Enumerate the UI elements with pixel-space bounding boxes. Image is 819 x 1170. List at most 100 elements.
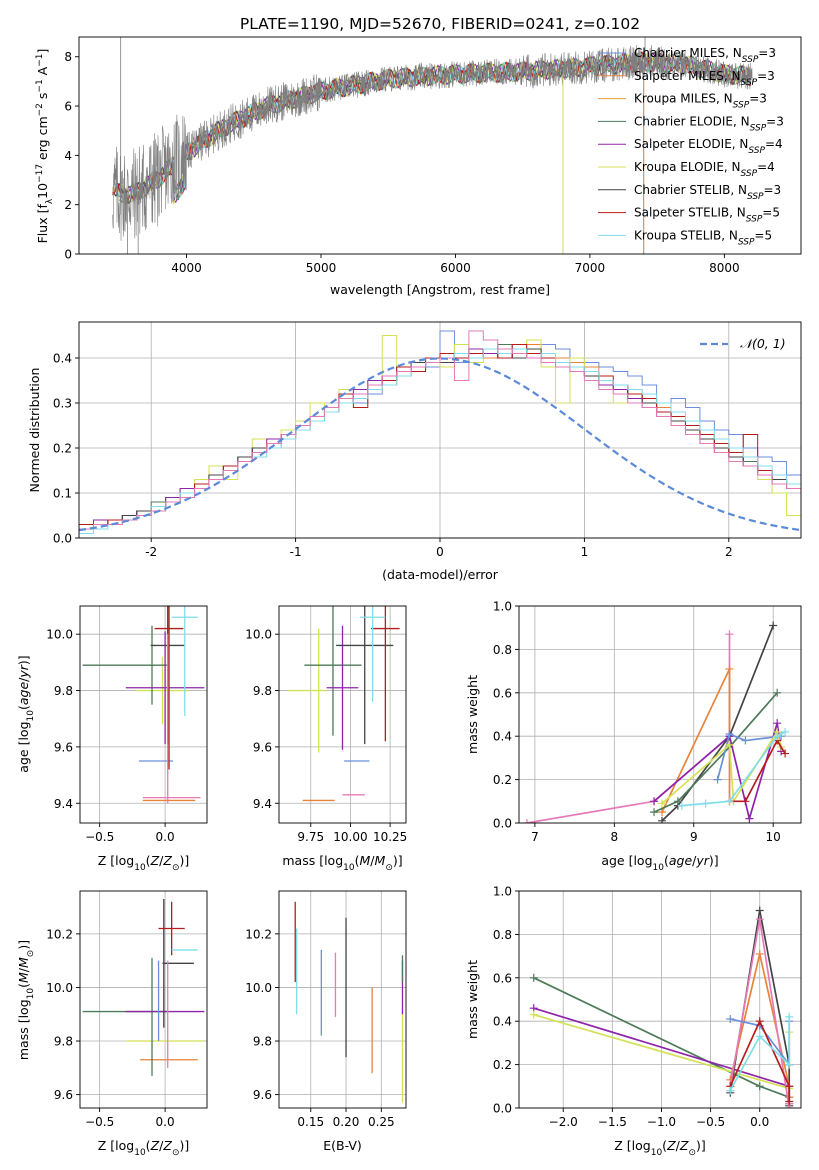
y-tick-label: 2 [64,198,72,212]
weight-marker [756,1082,764,1090]
x-tick-label: 0.25 [368,1115,395,1129]
x-axis-label: Z [log10(Z/Z⊙)] [614,1138,706,1158]
y-axis-label: Flux [fλ10−17 erg cm−2 s−1 A−1] [35,49,55,244]
y-tick-label: 9.6 [54,740,73,754]
y-axis-label: Normed distribution [27,368,42,493]
y-tick-label: 9.8 [54,1035,73,1049]
axes-ebv_mass: 0.15 0.20 0.25 9.6 9.8 10.0 10.2 E(B-V) [245,891,406,1153]
x-axis-label: mass [log10(M/M⊙)] [282,853,402,873]
x-tick-label: 7 [531,830,539,844]
y-tick-label: 0.2 [493,1058,512,1072]
weight-marker [726,1087,734,1095]
plot-area [79,331,819,538]
x-axis-label: Z [log10(Z/Z⊙)] [98,853,190,873]
y-tick-label: 0.3 [53,397,72,411]
weight-marker [530,974,538,982]
legend-label: Salpeter MILES, NSSP=3 [634,69,775,88]
x-tick-label: 0.20 [333,1115,360,1129]
weight-marker [756,907,764,915]
y-tick-label: 0.0 [53,532,72,546]
y-tick-label: 1.0 [493,600,512,614]
y-axis-label: age [log10(age/yr)] [16,655,36,772]
x-tick-label: −1.5 [598,1115,627,1129]
x-tick-label: −0.5 [85,1115,114,1129]
x-tick-label: 10 [766,830,781,844]
axes-frame [80,606,207,823]
y-tick-label: 9.8 [253,684,272,698]
legend: Chabrier MILES, NSSP=3 Salpeter MILES, NS… [598,46,784,247]
y-tick-label: 0.4 [493,730,512,744]
legend-label: Kroupa MILES, NSSP=3 [634,92,767,111]
figure: PLATE=1190, MJD=52670, FIBERID=0241, z=0… [0,0,819,1170]
weight-marker [773,719,781,727]
weight-line [527,634,730,823]
x-tick-label: 1 [581,545,589,559]
weight-marker [769,622,777,630]
weight-marker [726,1015,734,1023]
y-tick-label: 0.8 [493,928,512,942]
weight-line [662,669,730,812]
plot-area [523,622,789,827]
weight-marker [726,665,734,673]
y-tick-label: 0.4 [493,1015,512,1029]
y-tick-label: 9.4 [253,797,272,811]
y-axis-label: mass weight [465,675,480,754]
y-tick-label: 10.0 [245,628,272,642]
x-tick-label: 6000 [440,261,471,275]
y-tick-label: 9.6 [253,1088,272,1102]
y-tick-label: 6 [64,100,72,114]
weight-marker [714,776,722,784]
y-tick-label: 0 [64,248,72,262]
y-tick-label: 9.8 [54,684,73,698]
weight-marker [785,1013,793,1021]
x-tick-label: 7000 [575,261,606,275]
legend-label: Chabrier ELODIE, NSSP=3 [634,114,784,133]
axes-z_age: −0.5 0.0 9.4 9.6 9.8 10.0 Z [log10(Z/Z⊙)] age [… [16,488,207,873]
x-tick-label: 8000 [709,261,740,275]
weight-marker [785,1097,793,1105]
x-tick-label: 9 [690,830,698,844]
y-tick-label: 9.4 [54,797,73,811]
y-axis-label: mass [log10(M/M⊙)] [16,940,36,1060]
x-tick-label: 0.0 [156,830,175,844]
legend-label: Kroupa STELIB, NSSP=5 [634,228,772,247]
weight-marker [650,808,658,816]
y-tick-label: 8 [64,50,72,64]
weight-marker [702,799,710,807]
y-tick-label: 0.2 [493,773,512,787]
y-tick-label: 10.0 [46,628,73,642]
weight-marker [741,737,749,745]
x-tick-label: 10.25 [373,830,407,844]
x-tick-label: −0.5 [696,1115,725,1129]
weight-marker [726,630,734,638]
plot-area [83,488,205,804]
figure-title: PLATE=1190, MJD=52670, FIBERID=0241, z=0… [240,15,640,33]
weight-marker [781,750,789,758]
y-tick-label: 4 [64,149,72,163]
x-axis-label: wavelength [Angstrom, rest frame] [330,282,550,297]
x-tick-label: 4000 [171,261,202,275]
y-tick-label: 10.0 [245,981,272,995]
legend-label: Kroupa ELODIE, NSSP=4 [634,160,775,179]
x-tick-label: 0.15 [297,1115,324,1129]
legend-label: Salpeter ELODIE, NSSP=4 [634,137,783,156]
x-tick-label: 10.00 [333,830,367,844]
axes-frame [279,891,406,1108]
x-tick-label: -2 [145,545,157,559]
y-tick-label: 0.6 [493,971,512,985]
x-axis-label: E(B-V) [323,1138,362,1153]
x-tick-label: 5000 [306,261,337,275]
y-tick-label: 0.4 [53,352,72,366]
plot-area [289,516,400,801]
y-tick-label: 10.2 [46,927,73,941]
y-tick-label: 0.2 [53,442,72,456]
axes-z_weight: −2.0 −1.5 −1.0 −0.5 0.00.00.20.40.60.81.0Z [… [465,885,801,1159]
weight-marker [756,950,764,958]
plot-area [295,902,402,1103]
weight-marker [781,728,789,736]
weight-marker [530,1011,538,1019]
x-tick-label: −0.5 [85,830,114,844]
weight-marker [745,815,753,823]
x-tick-label: 0 [436,545,444,559]
histogram-step [79,345,819,539]
